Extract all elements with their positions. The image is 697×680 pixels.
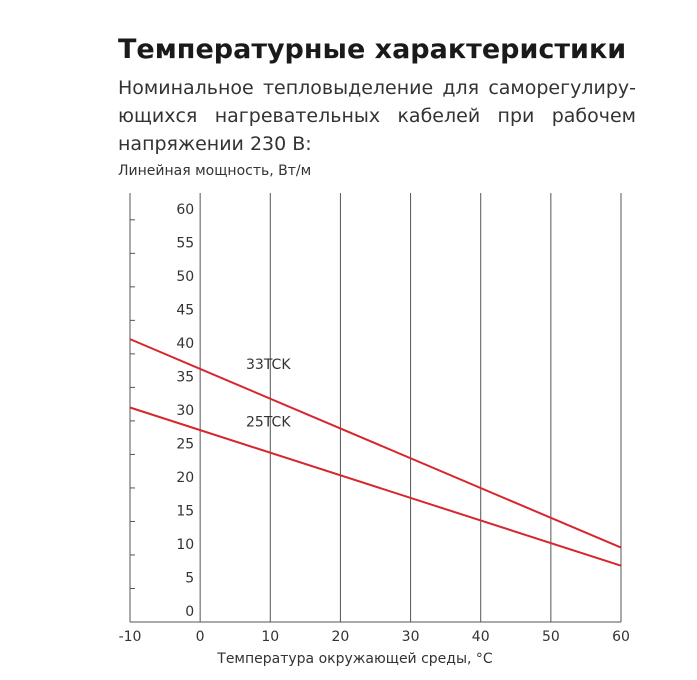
- line-series: [129, 338, 622, 549]
- y-tick-label: 20: [176, 470, 194, 486]
- y-tick-label: 45: [176, 302, 194, 318]
- y-tick-label: 0: [185, 604, 194, 620]
- x-tick-label: 40: [472, 629, 490, 645]
- series-label: 25TCK: [246, 414, 291, 430]
- y-tick-label: 10: [176, 537, 194, 553]
- y-tick-label: 15: [176, 503, 194, 519]
- x-tick-label: 10: [261, 629, 279, 645]
- chart-subtitle: Номинальное тепловыделение для саморегул…: [118, 77, 636, 155]
- y-tick-label: 55: [176, 235, 194, 251]
- x-tick-label: 30: [402, 629, 420, 645]
- x-axis-label: Температура окружающей среды, °C: [216, 651, 493, 667]
- x-tick-label: 50: [542, 629, 560, 645]
- x-tick-label: 0: [196, 629, 205, 645]
- series-label: 33TCK: [246, 357, 291, 373]
- line-series: [129, 406, 622, 567]
- y-tick-label: 35: [176, 369, 194, 385]
- x-tick-label: 60: [612, 629, 630, 645]
- y-tick-label: 50: [176, 269, 194, 285]
- y-tick-label: 60: [176, 202, 194, 218]
- x-tick-label: -10: [119, 629, 142, 645]
- y-tick-label: 5: [185, 570, 194, 586]
- chart-title: Температурные характеристики: [118, 34, 627, 65]
- y-tick-label: 40: [176, 336, 194, 352]
- y-tick-label: 25: [176, 436, 194, 452]
- x-tick-label: 20: [332, 629, 350, 645]
- y-axis-label: Линейная мощность, Вт/м: [118, 163, 312, 179]
- y-tick-label: 30: [176, 403, 194, 419]
